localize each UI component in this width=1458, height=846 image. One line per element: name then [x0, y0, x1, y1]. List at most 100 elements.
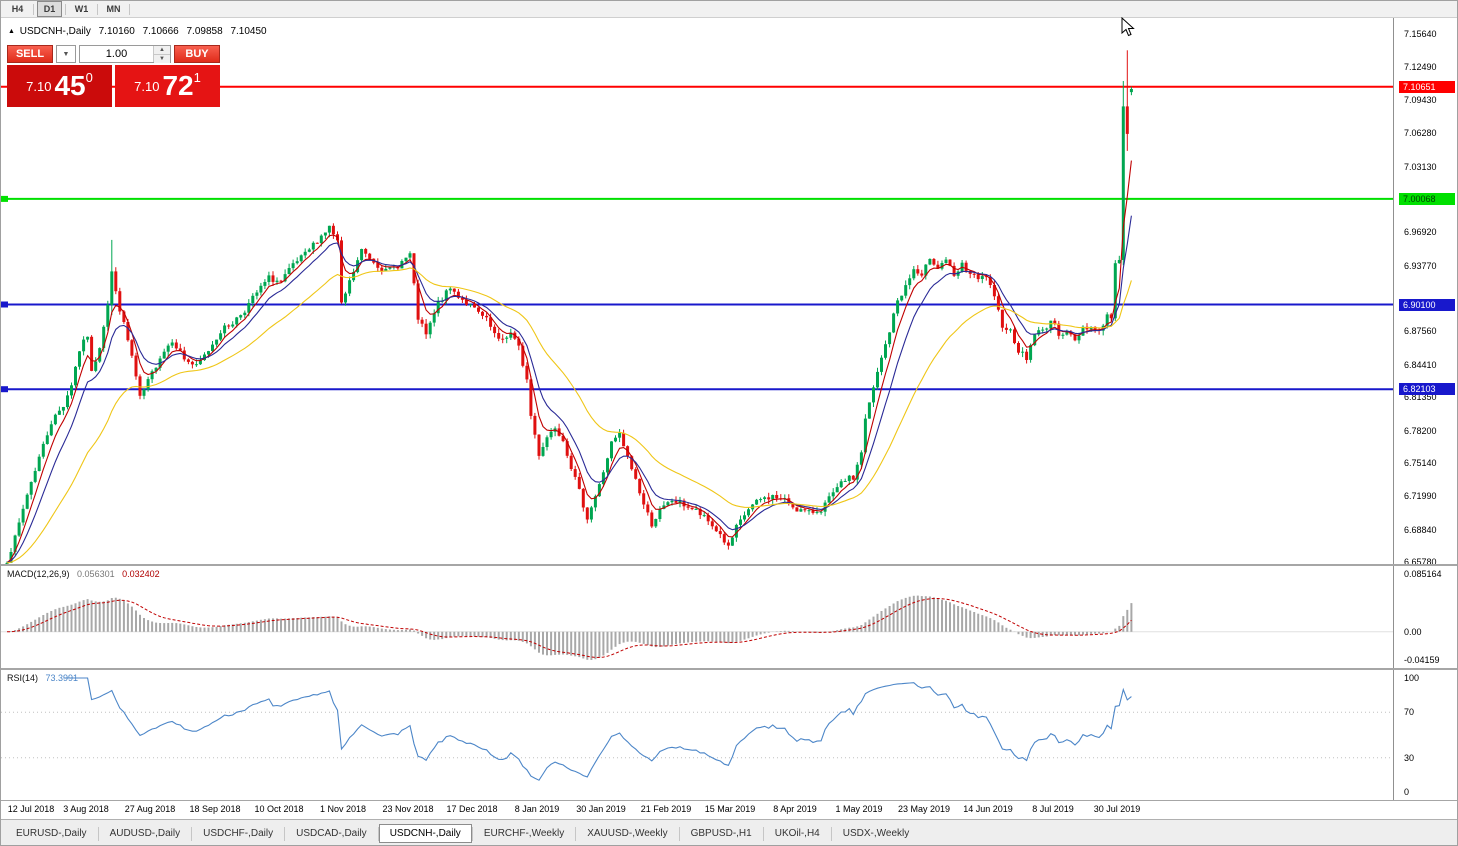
rsi-scale-label: 0	[1404, 787, 1410, 797]
price-marker-badge: 6.82103	[1399, 383, 1455, 396]
time-axis[interactable]: 12 Jul 2018 3 Aug 2018 27 Aug 2018 18 Sep 2…	[1, 801, 1457, 819]
panel-splitter[interactable]	[1, 668, 1457, 670]
macd-scale-label: 0.00	[1404, 626, 1422, 637]
toolbar-separator	[65, 3, 66, 15]
price-marker-badge: 7.00068	[1399, 192, 1455, 205]
volume-decrease-button[interactable]: ▼	[154, 55, 170, 63]
toolbar-separator	[97, 3, 98, 15]
sell-price-display[interactable]: 7.10 45 0	[7, 65, 112, 107]
chart-tab-gbpusdh1[interactable]: GBPUSD-,H1	[690, 828, 752, 839]
chart-symbol-label: USDCNH-,Daily	[19, 26, 91, 37]
date-label: 1 May 2019	[835, 804, 883, 814]
date-label: 12 Jul 2018	[7, 804, 55, 814]
rsi-scale-label: 70	[1404, 707, 1415, 718]
sell-button[interactable]: SELL	[7, 45, 53, 63]
toolbar: H4 D1 W1 MN	[1, 1, 1457, 18]
price-tick-label: 6.65780	[1404, 557, 1437, 568]
price-tick-label: 7.03130	[1404, 161, 1437, 172]
tab-separator	[678, 826, 680, 841]
candlesticks	[5, 50, 1133, 564]
timeframe-button-h4[interactable]: H4	[11, 4, 24, 14]
tab-separator	[377, 826, 379, 841]
panel-splitter[interactable]	[1, 564, 1457, 566]
rsi-line	[63, 677, 1132, 781]
price-marker-badge: 7.10651	[1399, 80, 1455, 93]
sell-price-point: 0	[85, 70, 93, 85]
buy-price-prefix: 7.10	[134, 78, 160, 94]
price-tick-label: 6.78200	[1404, 425, 1437, 436]
price-marker-badge: 6.90100	[1399, 298, 1455, 311]
trade-controls-row: SELL ▼ ▲ ▼ BUY	[7, 45, 220, 63]
ohlc-low: 7.09858	[186, 26, 223, 37]
chart-tab-xauusdweekly[interactable]: XAUUSD-,Weekly	[587, 828, 668, 839]
sell-price-pips: 45	[54, 70, 86, 101]
timeframe-button-d1[interactable]: D1	[37, 1, 62, 17]
macd-scale-label: -0.04159	[1404, 655, 1440, 665]
date-label: 10 Oct 2018	[254, 804, 304, 814]
tab-separator	[830, 826, 832, 841]
macd-main-value: 0.056301	[77, 569, 115, 579]
sell-price-prefix: 7.10	[26, 78, 52, 94]
moving-average-line-30	[6, 267, 1132, 564]
price-tick-label: 6.96920	[1404, 227, 1437, 238]
main-chart-canvas[interactable]	[1, 18, 1393, 564]
rsi-label: RSI(14) 73.3991	[7, 673, 78, 683]
date-label: 30 Jul 2019	[1093, 804, 1141, 814]
price-scale[interactable]: 7.15640 7.12490 7.09430 7.06280 7.03130 6.969…	[1393, 18, 1457, 801]
date-label: 3 Aug 2018	[63, 804, 109, 814]
date-label: 17 Dec 2018	[446, 804, 498, 814]
date-label: 30 Jan 2019	[576, 804, 626, 814]
macd-panel-canvas[interactable]	[1, 566, 1393, 668]
volume-increase-button[interactable]: ▲	[154, 46, 170, 55]
chart-tab-usdcnhdaily[interactable]: USDCNH-,Daily	[378, 824, 472, 843]
price-tick-label: 6.93770	[1404, 260, 1437, 271]
timeframe-toolbar: H4 D1 W1 MN	[1, 1, 132, 17]
symbol-marker-icon: ▲	[8, 28, 15, 35]
tab-separator	[191, 826, 193, 841]
ohlc-open: 7.10160	[98, 26, 135, 37]
volume-dropdown-button[interactable]: ▼	[56, 45, 76, 63]
date-label: 15 Mar 2019	[704, 804, 756, 814]
tab-separator	[471, 826, 473, 841]
buy-price-point: 1	[193, 70, 201, 85]
chart-tab-audusddaily[interactable]: AUDUSD-,Daily	[109, 828, 181, 839]
tab-separator	[97, 826, 99, 841]
axis-divider	[1, 800, 1457, 801]
timeframe-button-w1[interactable]: W1	[74, 4, 89, 14]
one-click-trading-panel: SELL ▼ ▲ ▼ BUY 7.10 45 0 7.10 72 1	[7, 45, 220, 107]
chevron-down-icon: ▼	[62, 50, 70, 58]
macd-scale-label: 0.085164	[1404, 569, 1442, 579]
macd-label: MACD(12,26,9) 0.056301 0.032402	[7, 569, 160, 579]
price-tick-label: 7.09430	[1404, 94, 1437, 105]
date-label: 23 Nov 2018	[382, 804, 434, 814]
price-tick-label: 6.71990	[1404, 491, 1437, 502]
rsi-name: RSI(14)	[7, 673, 39, 683]
chart-tab-usdchfdaily[interactable]: USDCHF-,Daily	[203, 828, 274, 839]
chart-tab-usdcaddaily[interactable]: USDCAD-,Daily	[296, 828, 367, 839]
chart-tab-eurchfweekly[interactable]: EURCHF-,Weekly	[483, 828, 565, 839]
rsi-value: 73.3991	[45, 673, 79, 683]
buy-button[interactable]: BUY	[174, 45, 220, 63]
chart-tab-usdxweekly[interactable]: USDX-,Weekly	[842, 828, 910, 839]
macd-histogram	[10, 595, 1133, 660]
price-tick-label: 6.84410	[1404, 359, 1437, 370]
hline-edge-mark	[1, 301, 8, 308]
chart-tab-ukoilh4[interactable]: UKOil-,H4	[774, 828, 820, 839]
ohlc-close: 7.10450	[230, 26, 267, 37]
rsi-panel-canvas[interactable]	[1, 670, 1393, 800]
volume-input[interactable]	[80, 46, 153, 62]
timeframe-button-mn[interactable]: MN	[106, 4, 121, 14]
buy-price-display[interactable]: 7.10 72 1	[115, 65, 220, 107]
volume-field: ▲ ▼	[79, 45, 171, 63]
mouse-cursor-icon	[1121, 17, 1135, 37]
date-label: 18 Sep 2018	[189, 804, 241, 814]
price-tick-label: 7.06280	[1404, 128, 1437, 139]
date-label: 8 Apr 2019	[773, 804, 817, 814]
ohlc-high: 7.10666	[142, 26, 179, 37]
rsi-scale-label: 100	[1404, 673, 1420, 683]
macd-name: MACD(12,26,9)	[7, 569, 70, 579]
price-tick-label: 6.75140	[1404, 458, 1437, 468]
date-label: 27 Aug 2018	[124, 804, 176, 814]
chart-tab-eurusddaily[interactable]: EURUSD-,Daily	[16, 828, 87, 839]
